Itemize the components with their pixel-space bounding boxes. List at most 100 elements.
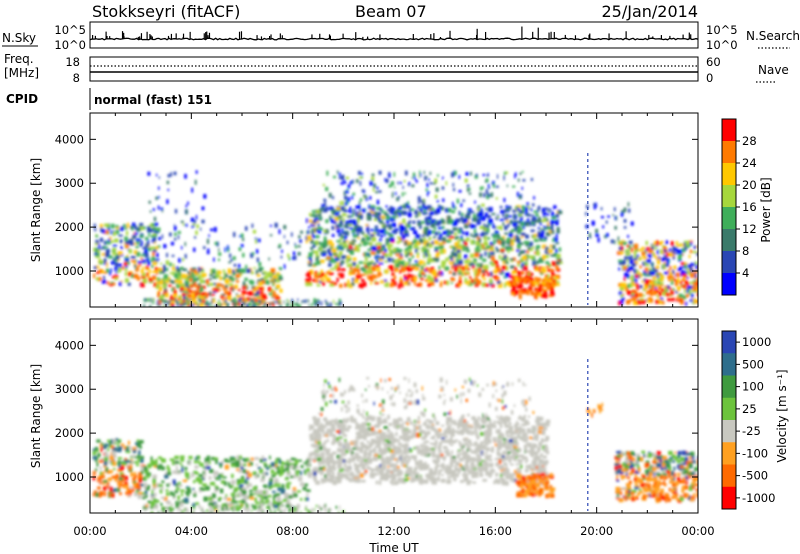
echo-cell — [485, 207, 488, 211]
echo-cell — [535, 245, 541, 249]
echo-cell — [454, 236, 460, 239]
echo-cell — [155, 245, 159, 250]
echo-cell — [247, 462, 251, 467]
echo-cell — [385, 205, 388, 208]
echo-cell — [322, 466, 326, 469]
echo-cell — [403, 203, 406, 207]
echo-cell — [209, 273, 213, 277]
echo-cell — [595, 233, 598, 237]
echo-cell — [541, 287, 544, 291]
echo-cell — [257, 281, 263, 286]
echo-cell — [166, 471, 172, 476]
echo-cell — [639, 265, 642, 269]
echo-cell — [505, 281, 511, 286]
echo-cell — [417, 415, 421, 420]
echo-cell — [226, 460, 231, 463]
echo-cell — [120, 245, 123, 250]
echo-cell — [103, 491, 107, 497]
echo-cell — [648, 250, 653, 254]
echo-cell — [497, 215, 499, 219]
echo-cell — [631, 278, 637, 284]
echo-cell — [453, 232, 457, 236]
echo-cell — [172, 492, 176, 498]
echo-cell — [339, 233, 342, 237]
echo-cell — [385, 446, 388, 449]
echo-cell — [127, 272, 131, 276]
echo-cell — [182, 479, 188, 482]
echo-cell — [198, 474, 204, 477]
echo-cell — [331, 219, 336, 223]
echo-cell — [376, 206, 381, 210]
echo-cell — [525, 234, 529, 239]
echo-cell — [463, 469, 466, 475]
echo-cell — [363, 252, 365, 256]
echo-cell — [455, 439, 458, 442]
echo-cell — [356, 218, 360, 224]
echo-cell — [216, 241, 219, 247]
echo-cell — [173, 293, 178, 298]
echo-cell — [514, 266, 517, 272]
echo-cell — [325, 205, 328, 210]
echo-cell — [537, 287, 542, 293]
echo-cell — [272, 300, 275, 305]
echo-cell — [221, 293, 226, 296]
echo-cell — [341, 174, 345, 180]
echo-cell — [363, 194, 367, 197]
echo-cell — [468, 281, 473, 286]
echo-cell — [219, 463, 223, 468]
echo-cell — [431, 207, 435, 211]
echo-cell — [677, 268, 681, 271]
echo-cell — [479, 256, 483, 260]
echo-cell — [434, 246, 439, 249]
echo-cell — [318, 445, 323, 451]
echo-cell — [532, 260, 536, 266]
echo-cell — [374, 452, 379, 455]
echo-cell — [627, 234, 629, 238]
echo-cell — [535, 419, 538, 423]
echo-cell — [496, 440, 500, 443]
echo-cell — [109, 268, 112, 272]
echo-cell — [412, 172, 416, 177]
echo-cell — [360, 214, 363, 220]
echo-cell — [677, 249, 682, 255]
echo-cell — [448, 229, 451, 233]
echo-cell — [393, 275, 397, 280]
echo-cell — [652, 266, 654, 270]
echo-cell — [522, 255, 527, 260]
echo-cell — [446, 239, 451, 243]
echo-cell — [685, 268, 689, 271]
echo-cell — [186, 293, 190, 298]
echo-cell — [137, 227, 141, 232]
echo-cell — [254, 497, 257, 503]
echo-cell — [383, 443, 387, 447]
echo-cell — [332, 438, 337, 442]
echo-cell — [473, 261, 477, 264]
echo-cell — [157, 227, 161, 232]
echo-cell — [397, 479, 400, 484]
echo-cell — [508, 233, 513, 237]
echo-cell — [663, 249, 668, 252]
echo-cell — [256, 302, 258, 307]
echo-cell — [241, 305, 244, 307]
echo-cell — [627, 202, 630, 207]
echo-cell — [318, 417, 321, 423]
echo-cell — [94, 242, 98, 246]
echo-cell — [459, 217, 463, 221]
echo-cell — [546, 247, 550, 250]
echo-cell — [496, 226, 501, 230]
echo-cell — [327, 248, 331, 254]
echo-cell — [545, 261, 549, 265]
echo-cell — [352, 192, 356, 196]
echo-cell — [237, 301, 241, 306]
echo-cell — [436, 272, 439, 277]
echo-cell — [112, 461, 116, 467]
echo-cell — [503, 171, 507, 175]
echo-cell — [205, 462, 209, 467]
echo-cell — [483, 235, 487, 240]
echo-cell — [668, 248, 672, 253]
echo-cell — [504, 214, 509, 217]
echo-cell — [488, 218, 493, 224]
echo-cell — [345, 199, 349, 205]
echo-cell — [294, 245, 297, 249]
echo-cell — [368, 204, 370, 210]
